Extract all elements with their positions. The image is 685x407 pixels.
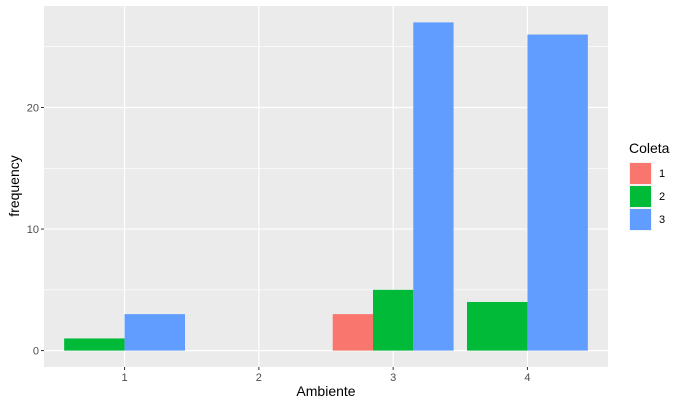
bar <box>413 22 454 351</box>
grid-minor <box>44 46 608 291</box>
y-axis-title: frequency <box>6 155 22 216</box>
x-axis-title: Ambiente <box>296 383 355 399</box>
legend-swatch <box>630 209 651 230</box>
bar <box>527 34 588 351</box>
x-tick-label: 4 <box>524 372 530 384</box>
bar <box>64 338 125 351</box>
legend-swatch <box>630 163 651 184</box>
bar <box>124 314 185 351</box>
legend-label: 2 <box>659 191 665 203</box>
legend-title: Coleta <box>629 140 670 156</box>
x-axis-ticks: 1 2 3 4 <box>122 367 530 384</box>
x-tick-label: 2 <box>256 372 262 384</box>
y-tick-label: 20 <box>27 102 39 114</box>
y-tick-label: 10 <box>27 224 39 236</box>
x-tick-label: 1 <box>122 372 128 384</box>
bar <box>332 314 373 351</box>
y-tick-label: 0 <box>33 346 39 358</box>
legend: Coleta 1 2 3 <box>629 140 670 231</box>
legend-entries: 1 2 3 <box>629 162 665 231</box>
y-axis-ticks: 0 10 20 <box>27 102 44 358</box>
bar <box>373 289 414 351</box>
legend-swatch <box>630 186 651 207</box>
legend-label: 3 <box>659 214 665 226</box>
bar <box>467 301 528 351</box>
legend-label: 1 <box>659 168 665 180</box>
bars <box>64 22 588 351</box>
x-tick-label: 3 <box>390 372 396 384</box>
